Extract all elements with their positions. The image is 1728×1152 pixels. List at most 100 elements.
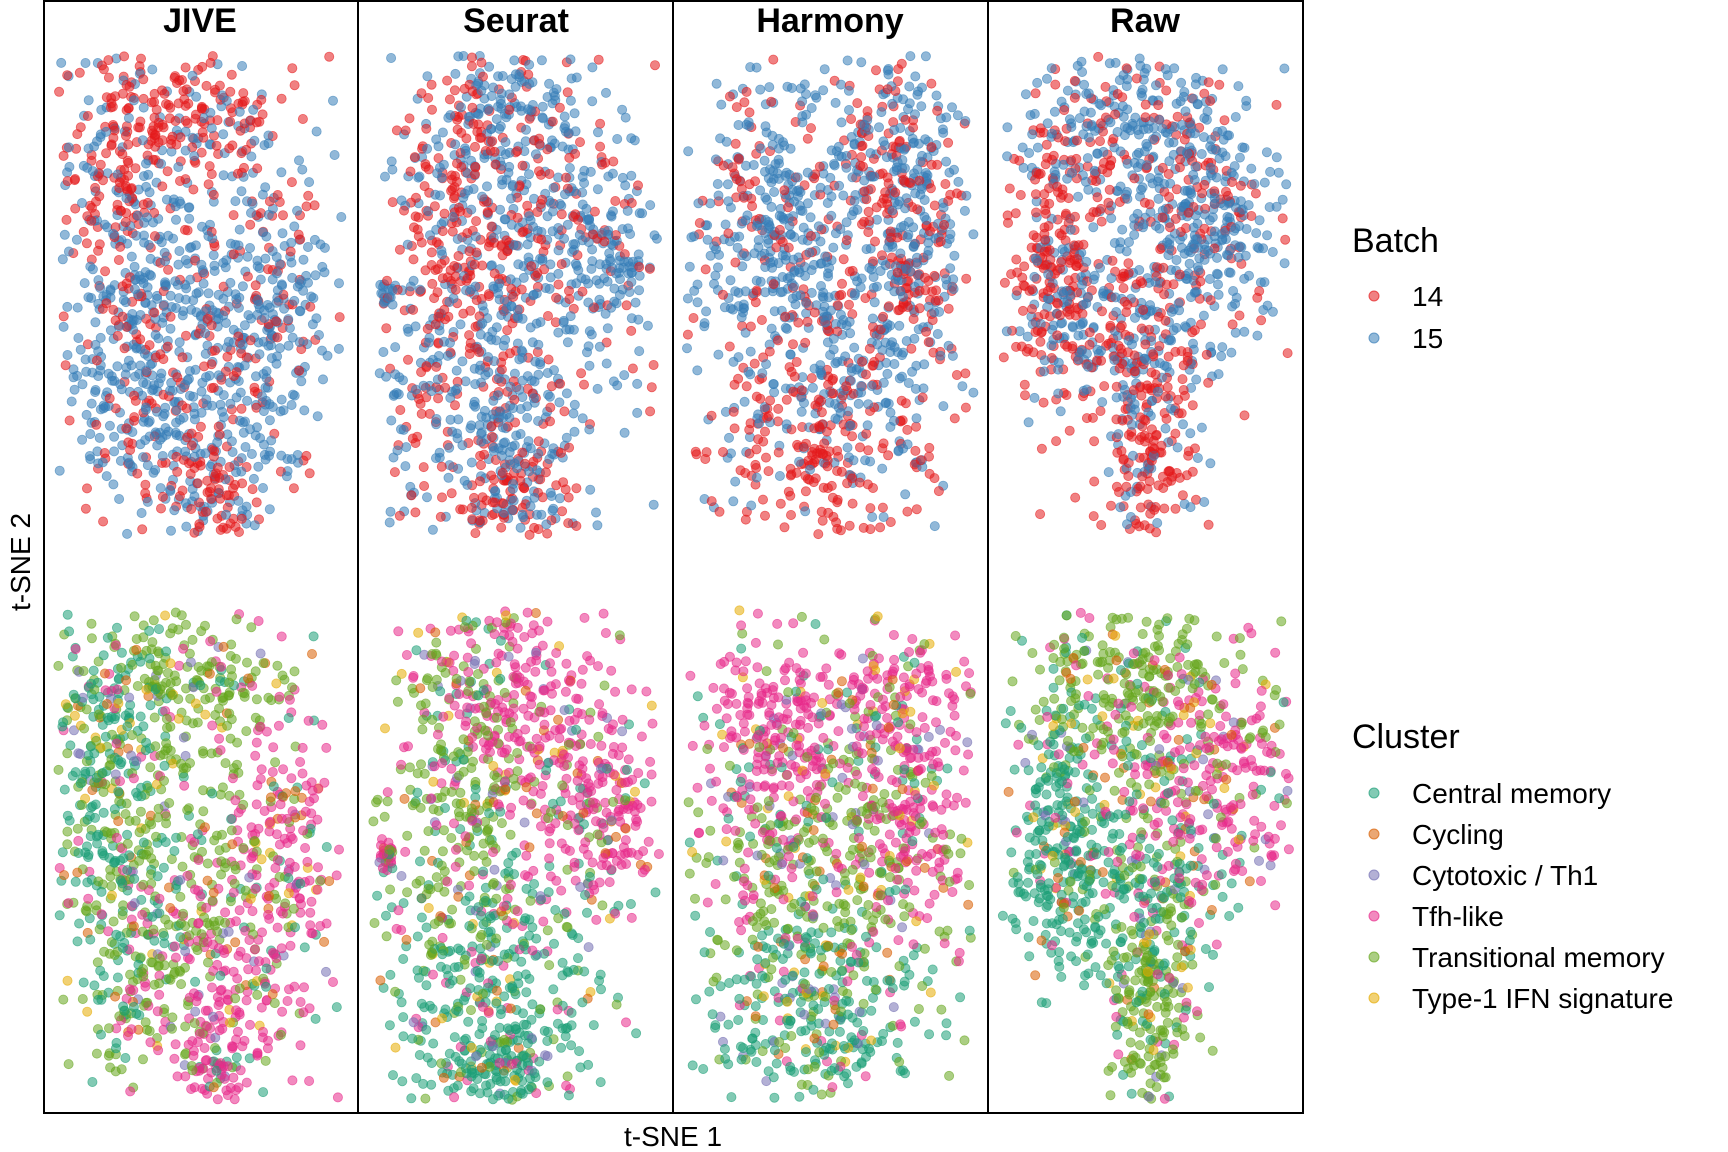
scatter-point [535,891,546,902]
scatter-point [503,866,514,877]
scatter-point [537,640,548,651]
scatter-point [575,800,586,811]
scatter-point [444,337,455,348]
scatter-point [216,869,227,880]
scatter-point [452,433,463,444]
scatter-point [413,212,424,223]
scatter-point [284,857,295,868]
scatter-point [83,893,94,904]
scatter-point [161,818,172,829]
scatter-point [159,960,170,971]
scatter-point [501,174,512,185]
scatter-point [202,858,213,869]
scatter-point [250,883,261,894]
scatter-point [177,861,188,872]
scatter-point [569,426,580,437]
scatter-point [160,422,171,433]
scatter-point [574,1046,585,1057]
scatter-point [416,237,427,248]
scatter-point [559,705,570,716]
scatter-point [478,866,489,877]
scatter-point [485,145,496,156]
scatter-point [396,195,407,206]
scatter-point [160,255,171,266]
scatter-point [277,210,288,221]
scatter-point [508,495,519,506]
scatter-point [496,747,507,758]
scatter-point [246,622,257,633]
scatter-point [251,422,262,433]
scatter-point [272,332,283,343]
scatter-point [529,1068,540,1079]
scatter-point [584,360,595,371]
scatter-point [634,346,645,357]
scatter-point [436,860,447,871]
scatter-point [228,210,239,221]
scatter-point [432,744,443,755]
scatter-point [179,962,190,973]
scatter-point [534,166,545,177]
scatter-point [160,610,171,621]
scatter-point [308,631,319,642]
scatter-point [278,764,289,775]
scatter-point [488,82,499,93]
scatter-point [541,519,552,530]
scatter-point [527,743,538,754]
scatter-point [107,890,118,901]
scatter-point [203,179,214,190]
scatter-point [250,712,261,723]
scatter-point [153,1045,164,1056]
scatter-point [298,254,309,265]
scatter-point [233,302,244,313]
scatter-point [433,916,444,927]
scatter-point [180,254,191,265]
scatter-point [402,741,413,752]
scatter-point [80,503,91,514]
scatter-point [58,717,69,728]
scatter-point [416,912,427,923]
scatter-point [244,872,255,883]
scatter-point [195,460,206,471]
scatter-point [562,922,573,933]
scatter-point [264,415,275,426]
scatter-point [271,953,282,964]
scatter-point [466,1042,477,1053]
scatter-point [612,133,623,144]
scatter-point [127,730,138,741]
scatter-point [439,803,450,814]
scatter-point [559,111,570,122]
scatter-point [112,972,123,983]
scatter-point [259,312,270,323]
scatter-point [94,709,105,720]
scatter-point [564,162,575,173]
scatter-point [132,210,143,221]
scatter-point [123,113,134,124]
scatter-point [129,261,140,272]
scatter-point [83,95,94,106]
scatter-point [484,808,495,819]
scatter-point [77,434,88,445]
scatter-point [575,882,586,893]
scatter-point [620,777,631,788]
scatter-point [386,53,397,64]
scatter-point [164,113,175,124]
scatter-point [265,792,276,803]
scatter-point [297,742,308,753]
scatter-point [481,181,492,192]
scatter-point [395,424,406,435]
scatter-point [440,667,451,678]
scatter-point [596,984,607,995]
scatter-point [556,838,567,849]
scatter-point [253,823,264,834]
scatter-point [224,677,235,688]
scatter-point [439,886,450,897]
scatter-point [75,122,86,133]
scatter-point [230,196,241,207]
scatter-point [66,396,77,407]
scatter-point [137,524,148,535]
scatter-point [194,1028,205,1039]
scatter-point [571,72,582,83]
scatter-point [315,239,326,250]
scatter-point [295,899,306,910]
scatter-point [591,914,602,925]
